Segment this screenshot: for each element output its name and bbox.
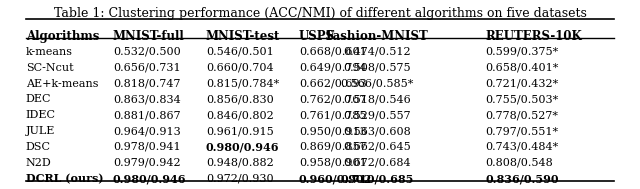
Text: 0.546/0.501: 0.546/0.501 <box>206 47 274 57</box>
Text: 0.980/0.946: 0.980/0.946 <box>206 142 280 153</box>
Text: JULE: JULE <box>26 126 55 136</box>
Text: 0.980/0.946: 0.980/0.946 <box>113 174 186 185</box>
Text: 0.599/0.375*: 0.599/0.375* <box>485 47 558 57</box>
Text: 0.721/0.432*: 0.721/0.432* <box>485 79 558 89</box>
Text: 0.978/0.941: 0.978/0.941 <box>113 142 180 152</box>
Text: 0.881/0.867: 0.881/0.867 <box>113 110 180 120</box>
Text: DCRL (ours): DCRL (ours) <box>26 174 103 185</box>
Text: 0.508/0.575: 0.508/0.575 <box>343 63 411 73</box>
Text: 0.563/0.608: 0.563/0.608 <box>343 126 411 136</box>
Text: USPS: USPS <box>299 30 335 43</box>
Text: 0.710/0.685: 0.710/0.685 <box>340 174 413 185</box>
Text: 0.808/0.548: 0.808/0.548 <box>485 158 553 168</box>
Text: 0.662/0.693: 0.662/0.693 <box>299 79 367 89</box>
Text: 0.660/0.704: 0.660/0.704 <box>206 63 273 73</box>
Text: 0.672/0.684: 0.672/0.684 <box>343 158 411 168</box>
Text: k-means: k-means <box>26 47 73 57</box>
Text: 0.815/0.784*: 0.815/0.784* <box>206 79 279 89</box>
Text: 0.818/0.747: 0.818/0.747 <box>113 79 180 89</box>
Text: 0.658/0.401*: 0.658/0.401* <box>485 63 559 73</box>
Text: 0.979/0.942: 0.979/0.942 <box>113 158 180 168</box>
Text: 0.532/0.500: 0.532/0.500 <box>113 47 180 57</box>
Text: 0.948/0.882: 0.948/0.882 <box>206 158 274 168</box>
Text: 0.761/0.785: 0.761/0.785 <box>299 110 367 120</box>
Text: Fashion-MNIST: Fashion-MNIST <box>326 30 428 43</box>
Text: 0.656/0.731: 0.656/0.731 <box>113 63 180 73</box>
Text: 0.566/0.585*: 0.566/0.585* <box>340 79 413 89</box>
Text: 0.869/0.857: 0.869/0.857 <box>299 142 367 152</box>
Text: 0.972/0.930: 0.972/0.930 <box>206 174 273 184</box>
Text: IDEC: IDEC <box>26 110 56 120</box>
Text: Algorithms: Algorithms <box>26 30 99 43</box>
Text: 0.856/0.830: 0.856/0.830 <box>206 94 274 105</box>
Text: 0.762/0.767: 0.762/0.767 <box>299 94 366 105</box>
Text: SC-Ncut: SC-Ncut <box>26 63 74 73</box>
Text: 0.836/0.590: 0.836/0.590 <box>485 174 559 185</box>
Text: 0.743/0.484*: 0.743/0.484* <box>485 142 558 152</box>
Text: Table 1: Clustering performance (ACC/NMI) of different algorithms on five datase: Table 1: Clustering performance (ACC/NMI… <box>54 7 586 20</box>
Text: 0.950/0.913: 0.950/0.913 <box>299 126 367 136</box>
Text: 0.668/0.601: 0.668/0.601 <box>299 47 367 57</box>
Text: MNIST-test: MNIST-test <box>206 30 280 43</box>
Text: 0.863/0.834: 0.863/0.834 <box>113 94 180 105</box>
Text: 0.529/0.557: 0.529/0.557 <box>343 110 411 120</box>
Text: 0.797/0.551*: 0.797/0.551* <box>485 126 558 136</box>
Text: 0.662/0.645: 0.662/0.645 <box>343 142 411 152</box>
Text: 0.755/0.503*: 0.755/0.503* <box>485 94 558 105</box>
Text: N2D: N2D <box>26 158 52 168</box>
Text: AE+k-means: AE+k-means <box>26 79 99 89</box>
Text: 0.474/0.512: 0.474/0.512 <box>343 47 411 57</box>
Text: 0.961/0.915: 0.961/0.915 <box>206 126 274 136</box>
Text: 0.649/0.794: 0.649/0.794 <box>299 63 367 73</box>
Text: 0.518/0.546: 0.518/0.546 <box>343 94 411 105</box>
Text: MNIST-full: MNIST-full <box>113 30 184 43</box>
Text: REUTERS-10K: REUTERS-10K <box>485 30 582 43</box>
Text: 0.964/0.913: 0.964/0.913 <box>113 126 180 136</box>
Text: 0.960/0.902: 0.960/0.902 <box>299 174 372 185</box>
Text: DEC: DEC <box>26 94 51 105</box>
Text: 0.958/0.901: 0.958/0.901 <box>299 158 367 168</box>
Text: DSC: DSC <box>26 142 51 152</box>
Text: 0.846/0.802: 0.846/0.802 <box>206 110 274 120</box>
Text: 0.778/0.527*: 0.778/0.527* <box>485 110 558 120</box>
